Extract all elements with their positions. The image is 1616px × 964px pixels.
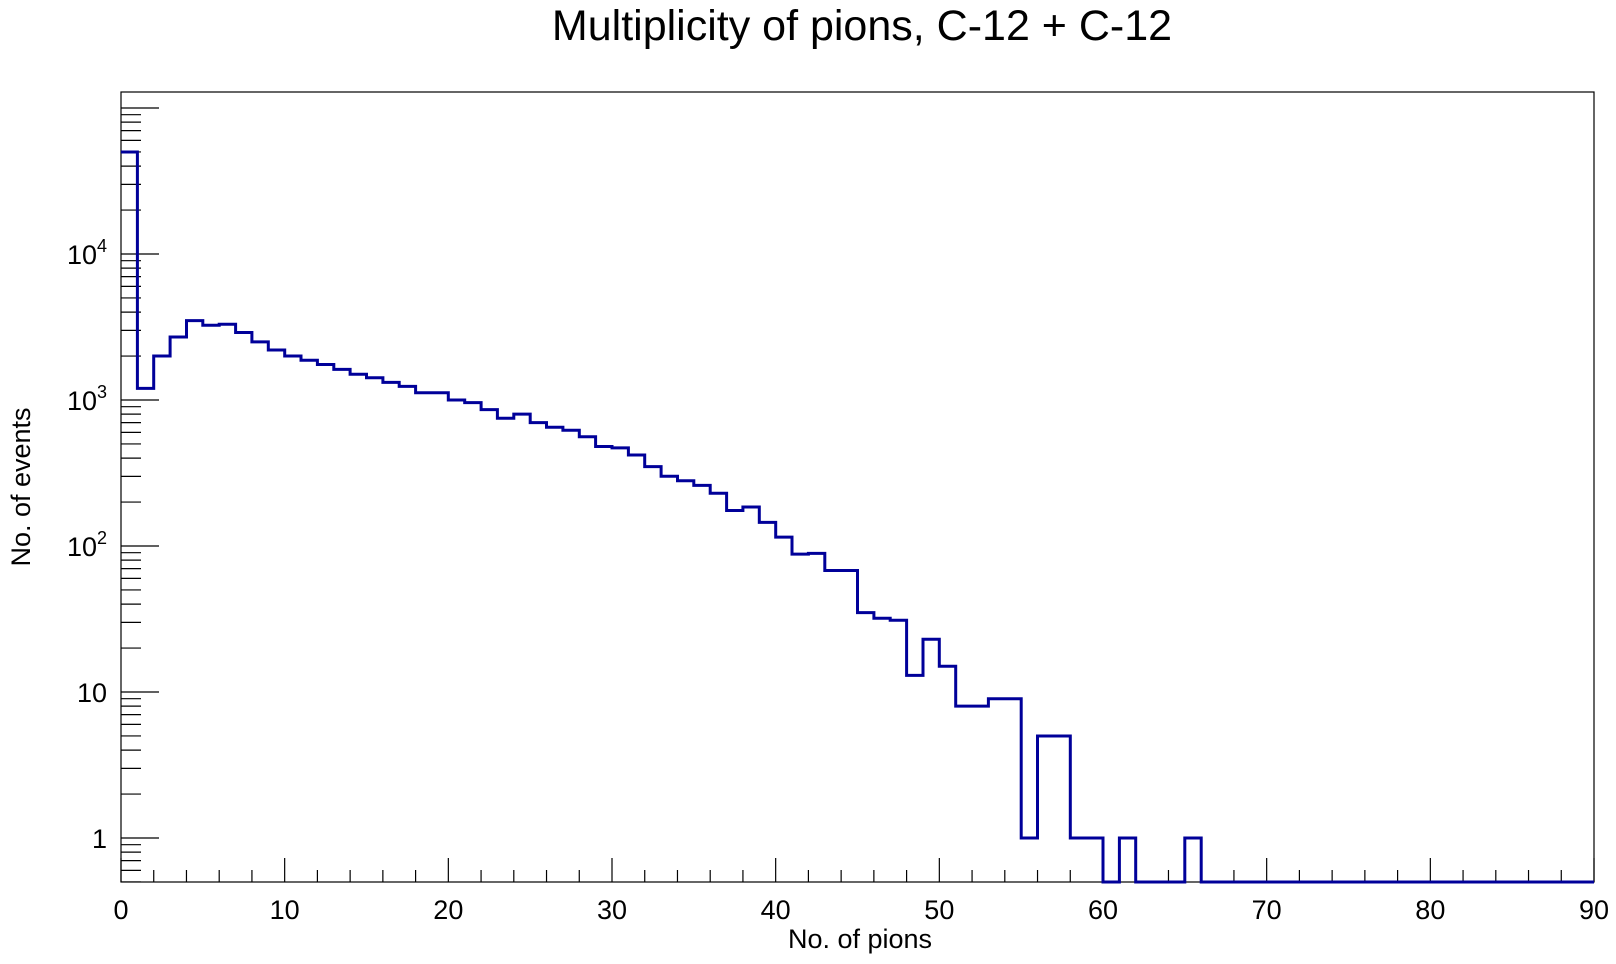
plot-frame [120,91,1595,883]
y-axis-ticks [121,107,159,883]
x-tick-label: 70 [1252,895,1282,925]
y-tick-label: 103 [67,382,107,416]
y-axis-tick-labels: 1 10 102 103 104 [67,236,107,854]
y-tick-label: 104 [67,236,107,270]
x-tick-label: 40 [761,895,791,925]
histogram-line [121,150,1594,884]
x-tick-label: 10 [270,895,300,925]
x-tick-label: 80 [1415,895,1445,925]
x-axis-tick-labels: 0 10 20 30 40 50 60 70 80 90 [113,895,1609,925]
x-tick-label: 60 [1088,895,1118,925]
y-tick-label: 102 [67,528,107,562]
x-tick-label: 0 [113,895,128,925]
x-axis-ticks [120,858,1595,882]
x-tick-label: 30 [597,895,627,925]
y-tick-label: 1 [92,824,107,854]
y-axis-label: No. of events [6,407,36,566]
x-tick-label: 20 [433,895,463,925]
y-tick-label: 10 [77,678,107,708]
x-axis-label: No. of pions [788,924,932,954]
x-tick-label: 50 [924,895,954,925]
x-tick-label: 90 [1579,895,1609,925]
chart-title: Multiplicity of pions, C-12 + C-12 [552,2,1172,50]
